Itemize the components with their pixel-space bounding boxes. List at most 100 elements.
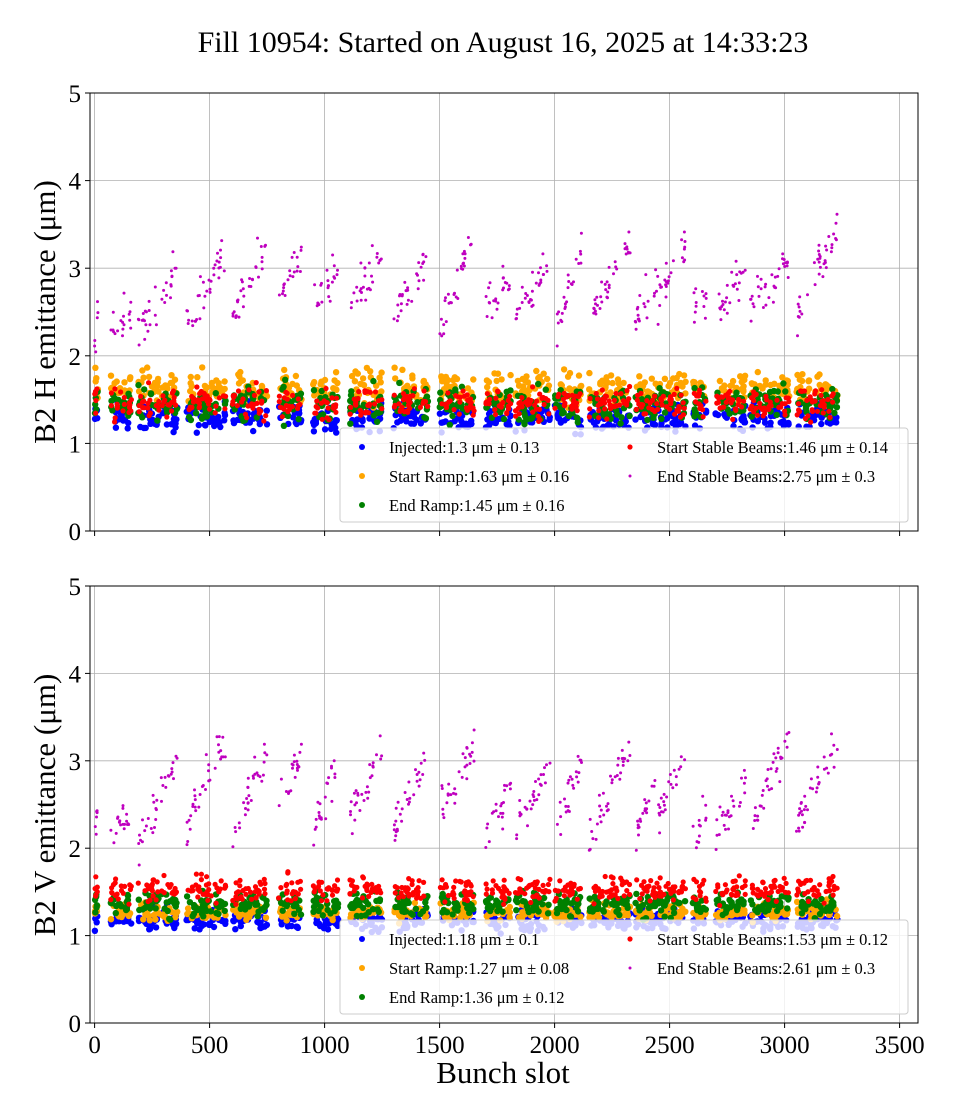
- point-start_stable: [169, 390, 175, 396]
- point-end_stable: [655, 289, 658, 293]
- y-tick-label: 3: [69, 749, 82, 776]
- point-end_ramp: [661, 913, 668, 920]
- point-end_ramp: [238, 901, 246, 908]
- point-start_stable: [206, 406, 213, 412]
- point-start_stable: [208, 893, 214, 899]
- point-end_ramp: [112, 909, 120, 917]
- point-end_ramp: [297, 911, 305, 918]
- point-start_stable: [198, 871, 204, 877]
- point-start_stable: [773, 898, 779, 905]
- point-start_stable: [768, 883, 774, 889]
- point-end_stable: [507, 287, 511, 291]
- point-end_stable: [555, 312, 559, 316]
- point-end_stable: [559, 318, 563, 322]
- y-axis-label-v: B2 V emittance (μm): [27, 674, 62, 937]
- point-injected: [222, 920, 229, 927]
- point-start_ramp: [422, 914, 429, 921]
- point-end_stable: [215, 259, 219, 263]
- point-end_stable: [653, 291, 656, 295]
- point-end_stable: [718, 306, 722, 310]
- point-end_stable: [773, 275, 777, 279]
- point-end_stable: [160, 799, 163, 803]
- point-end_stable: [486, 822, 490, 826]
- point-start_ramp: [262, 914, 270, 921]
- point-end_stable: [607, 265, 611, 269]
- point-end_stable: [723, 300, 727, 304]
- point-end_stable: [394, 819, 398, 823]
- point-end_ramp: [125, 390, 132, 397]
- point-start_stable: [259, 398, 265, 404]
- point-start_stable: [366, 401, 373, 407]
- point-end_ramp: [676, 899, 683, 907]
- point-start_stable: [742, 878, 748, 884]
- point-start_stable: [694, 393, 700, 399]
- point-start_ramp: [637, 381, 644, 388]
- y-tick-label: 1: [69, 924, 82, 951]
- point-end_stable: [574, 257, 578, 261]
- point-start_ramp: [151, 379, 159, 386]
- point-start_ramp: [332, 369, 340, 376]
- point-end_stable: [518, 306, 522, 310]
- point-start_stable: [166, 402, 172, 408]
- point-start_stable: [375, 398, 382, 404]
- point-start_stable: [145, 405, 151, 411]
- point-end_ramp: [242, 906, 249, 913]
- point-start_stable: [602, 406, 608, 412]
- point-start_stable: [734, 890, 740, 896]
- point-end_ramp: [203, 907, 210, 915]
- point-start_ramp: [620, 379, 627, 387]
- point-end_ramp: [592, 905, 599, 913]
- point-end_ramp: [670, 904, 677, 912]
- point-end_stable: [595, 295, 599, 299]
- point-start_stable: [696, 387, 703, 393]
- point-end_stable: [563, 307, 567, 310]
- point-start_stable: [262, 891, 268, 897]
- point-end_ramp: [487, 907, 494, 915]
- point-start_ramp: [377, 379, 384, 386]
- point-end_stable: [219, 749, 223, 753]
- point-end_stable: [566, 286, 570, 290]
- point-end_stable: [508, 787, 512, 791]
- point-end_stable: [515, 307, 519, 311]
- point-start_ramp: [411, 899, 419, 907]
- point-start_stable: [263, 413, 269, 419]
- point-end_ramp: [624, 904, 631, 911]
- point-start_stable: [363, 409, 369, 415]
- point-start_stable: [552, 898, 558, 904]
- point-start_stable: [571, 397, 577, 403]
- point-end_stable: [392, 828, 396, 832]
- point-end_stable: [683, 240, 687, 243]
- point-end_stable: [446, 292, 450, 296]
- point-start_stable: [596, 415, 602, 421]
- point-end_ramp: [818, 895, 825, 903]
- point-end_stable: [704, 296, 708, 300]
- point-start_ramp: [283, 917, 290, 924]
- point-start_stable: [450, 889, 456, 896]
- point-end_stable: [207, 763, 211, 767]
- point-end_stable: [191, 324, 195, 328]
- point-end_stable: [215, 735, 219, 739]
- point-end_stable: [231, 845, 235, 849]
- point-start_stable: [214, 885, 220, 891]
- point-end_ramp: [513, 907, 520, 914]
- point-end_stable: [603, 282, 607, 286]
- point-injected: [263, 407, 270, 414]
- point-start_ramp: [560, 366, 568, 373]
- y-tick-label: 5: [69, 574, 82, 601]
- point-start_stable: [569, 882, 575, 888]
- point-start_ramp: [329, 916, 336, 924]
- point-end_stable: [185, 309, 189, 313]
- point-end_stable: [527, 301, 531, 304]
- point-start_stable: [621, 893, 627, 899]
- point-end_stable: [198, 793, 202, 796]
- point-start_stable: [404, 889, 410, 895]
- point-start_ramp: [285, 384, 293, 392]
- point-end_stable: [448, 301, 452, 304]
- point-end_stable: [600, 300, 604, 304]
- point-end_stable: [366, 796, 370, 800]
- point-start_stable: [121, 401, 127, 407]
- point-end_stable: [612, 272, 615, 276]
- point-start_ramp: [682, 378, 689, 385]
- point-end_stable: [441, 807, 445, 811]
- point-end_stable: [507, 284, 511, 288]
